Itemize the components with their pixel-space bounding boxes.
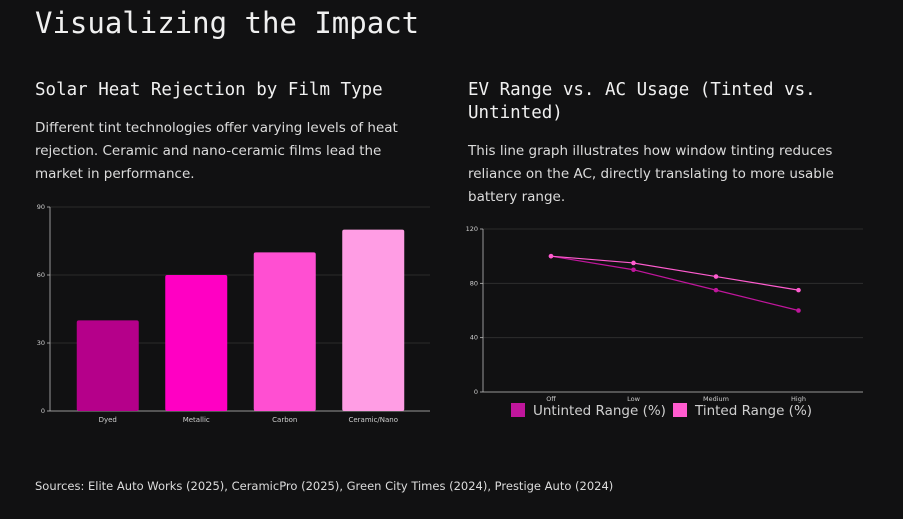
x-tick-label: Ceramic/Nano	[348, 416, 398, 424]
chart-title: EV Range vs. AC Usage (Tinted vs. Untint…	[468, 80, 816, 123]
y-tick-label: 0	[41, 407, 45, 415]
bar	[76, 320, 139, 411]
y-tick-label: 40	[470, 334, 478, 342]
point	[796, 308, 801, 313]
x-tick-label: Dyed	[99, 416, 117, 424]
x-tick-label: High	[791, 395, 806, 403]
bar	[165, 275, 228, 411]
bar	[342, 229, 405, 411]
point	[631, 260, 636, 266]
point	[548, 253, 554, 259]
point	[713, 287, 719, 293]
point	[631, 267, 636, 273]
x-tick-label: Low	[627, 395, 640, 403]
series-line	[550, 255, 799, 312]
y-tick-label: 60	[37, 271, 45, 279]
sources: Sources: Elite Auto Works (2025), Cerami…	[35, 479, 614, 493]
x-tick-label: Off	[546, 395, 556, 403]
chart-description: Different tint technologies offer varyin…	[35, 120, 398, 182]
point	[796, 287, 801, 293]
chart-description: This line graph illustrates how window t…	[468, 143, 834, 205]
legend-swatch	[673, 403, 687, 417]
series-line	[550, 255, 799, 291]
chart-title: Solar Heat Rejection by Film Type	[35, 80, 383, 100]
y-tick-label: 0	[474, 388, 478, 396]
page-title: Visualizing the Impact	[35, 6, 420, 40]
legend-label: Untinted Range (%)	[533, 403, 666, 419]
y-tick-label: 90	[37, 203, 45, 211]
x-tick-label: Carbon	[272, 416, 297, 424]
point	[713, 274, 719, 279]
y-tick-label: 120	[466, 225, 478, 233]
x-tick-label: Metallic	[183, 416, 210, 424]
legend-swatch	[511, 403, 525, 417]
y-tick-label: 30	[37, 339, 45, 347]
y-tick-label: 80	[470, 279, 478, 287]
bar	[253, 252, 316, 411]
legend-label: Tinted Range (%)	[694, 403, 812, 419]
x-tick-label: Medium	[703, 395, 729, 403]
